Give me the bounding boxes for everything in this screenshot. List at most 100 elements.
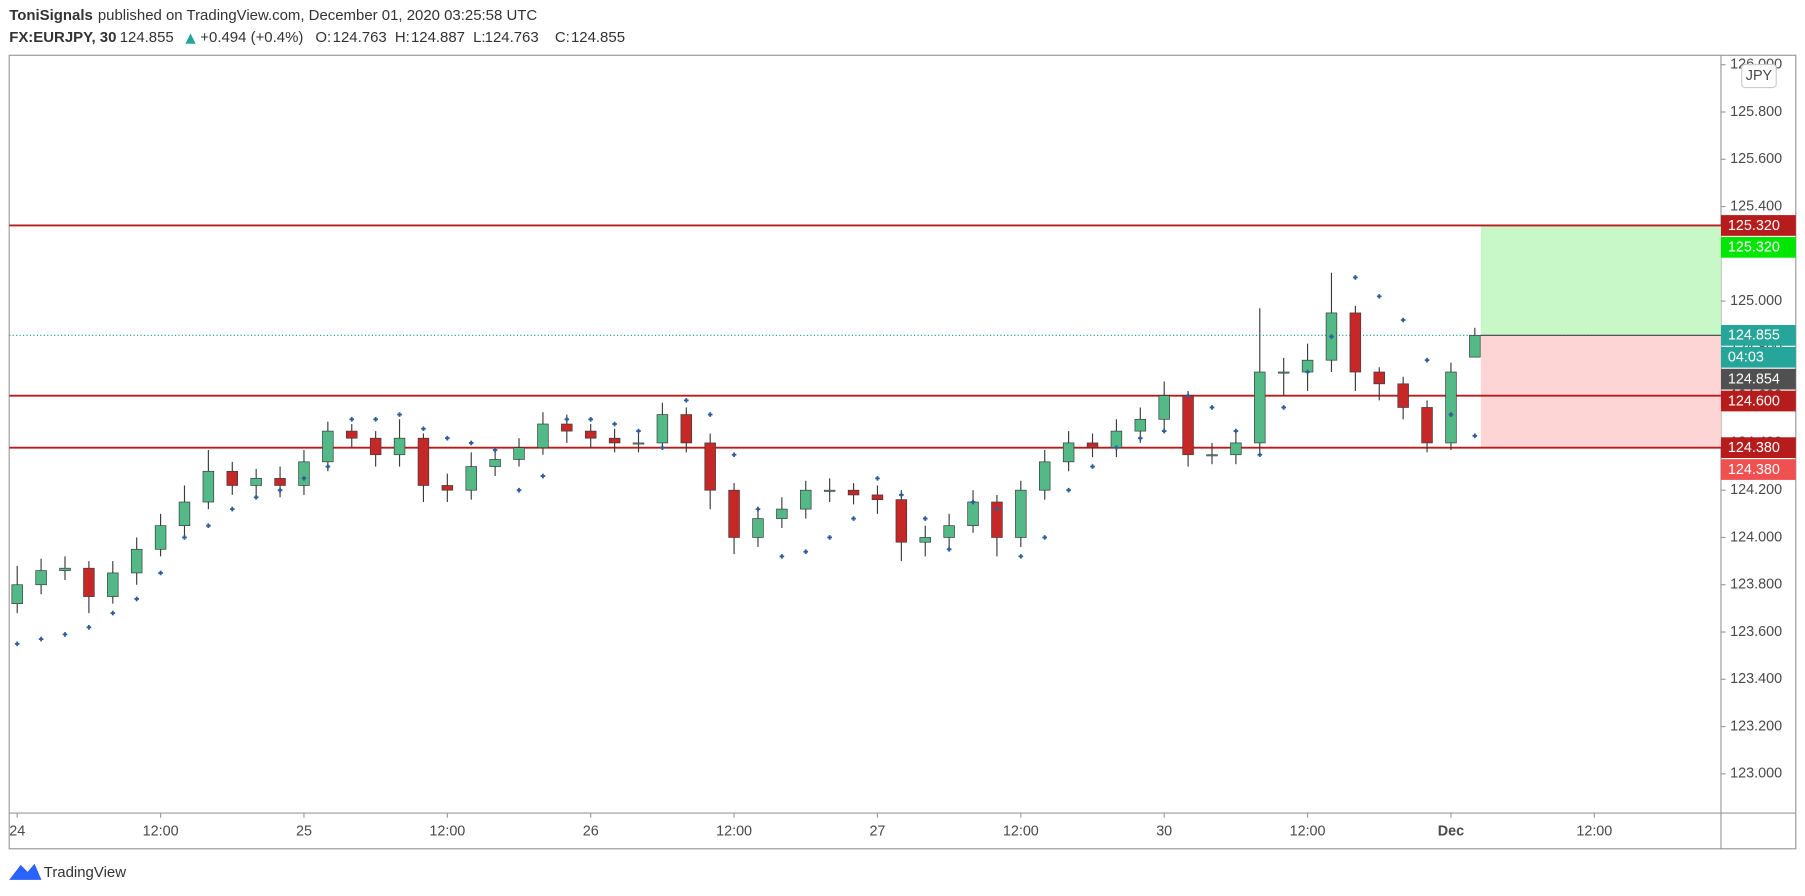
plot [9,224,1721,647]
candle-body [991,501,1003,538]
last-price: 124.855 [120,29,174,46]
sar-dot [516,487,522,493]
candle-body [776,508,788,519]
sar-dot [373,416,378,422]
y-tick-label: 125.400 [1730,198,1782,214]
sar-dot [445,435,450,441]
sar-dot [994,506,1000,512]
candle-body [346,430,358,439]
candle-body [322,430,334,463]
sar-dot [229,506,235,512]
price-tag-label: 124.600 [1728,393,1780,409]
y-tick-label: 125.800 [1730,104,1782,120]
brand: TradingView [44,864,126,881]
sar-dot [86,624,92,630]
sar-dot [683,398,689,403]
price-tag-box [1720,437,1796,459]
x-tick-label: 26 [583,823,599,839]
price-tags: 125.320 125.320 124.855 04:03 124.854 124.600… [1720,215,1796,480]
frame [8,54,1797,850]
price-tag-label: 125.320 [1728,240,1780,256]
candle-body [369,437,382,456]
y-tick-label: 123.800 [1730,577,1782,593]
countdown-tag: 04:03 [1720,346,1796,368]
sar-dot [1185,393,1191,398]
candle-body [489,459,501,467]
sar-dot [1209,405,1215,410]
l-label: L: [473,29,485,46]
brand-icon [9,863,42,880]
candle-body [847,489,860,496]
y-tick-label: 123.000 [1730,766,1782,782]
currency-box[interactable] [1741,63,1777,89]
x-tick-label: 12:00 [143,823,179,839]
sar-dot [946,546,952,552]
sar-dot [899,492,904,498]
sar-dot [875,476,880,481]
price-tag: 124.380 [1720,437,1796,459]
price-tag-label: 124.380 [1728,440,1780,456]
price-tag-box [1720,236,1796,258]
candle-body [1373,371,1385,385]
price-tag-label: 124.854 [1728,372,1780,388]
sar-dot [1353,275,1358,280]
candle-body [800,489,812,510]
sar-dot [1329,334,1334,339]
candle-body [226,470,238,486]
candle-body [59,567,71,571]
currency[interactable]: JPY [1746,68,1773,84]
candle-body [274,478,286,486]
sar-dot [1042,535,1048,540]
symbol: FX:EURJPY, 30 [9,29,116,46]
sar-dot [134,596,139,602]
y-tick-label: 125.000 [1730,293,1782,309]
candle-body [1062,442,1075,463]
o-value: 124.763 [333,29,387,46]
candle-body [823,489,836,492]
sar-dot [277,487,283,493]
price-tag: 125.320 [1720,215,1796,236]
sar-dot [1066,487,1071,493]
sar-dot [1161,428,1167,434]
x-tick-label: Dec [1438,823,1464,839]
candle-body [561,423,573,432]
candle-body [537,423,549,448]
sar-dot [421,426,426,432]
sar-dot [325,464,331,469]
c-label: C: [555,29,570,46]
sar-dot [1448,412,1454,417]
sar-dot [803,549,809,554]
candle-body [1110,430,1123,448]
sar-dot [1233,428,1239,434]
candle-body [178,501,191,527]
sar-dot [922,516,928,521]
candle-body [35,570,47,586]
x-tick-label: 30 [1156,823,1172,839]
brand-logo: TradingView [9,863,126,881]
candle-body [1469,335,1481,358]
sar-dot [492,447,498,453]
candle-body [632,442,645,445]
y-tick-label: 124.200 [1730,482,1782,498]
candle-body [298,461,310,486]
price-tag-box [1720,390,1796,412]
candle-body [656,414,669,444]
x-tick-label: 25 [296,823,312,839]
x-tick-label: 12:00 [716,823,752,839]
sar-dot [755,506,761,512]
x-tick-label: 12:00 [1003,823,1039,839]
sar-dot [1257,452,1263,458]
price-tag: 124.854 [1720,368,1796,390]
x-tick-label: 12:00 [1290,823,1326,839]
candle-body [919,537,931,543]
sar-dot [349,416,355,422]
candle-body [393,437,406,456]
sar-dot [14,641,20,647]
candle-body [967,501,979,527]
sar-dot [731,452,737,458]
sar-dot [827,535,832,540]
change: +0.494 (+0.4%) [200,29,303,46]
sar-dot [1376,294,1382,299]
sar-dot [660,445,665,450]
